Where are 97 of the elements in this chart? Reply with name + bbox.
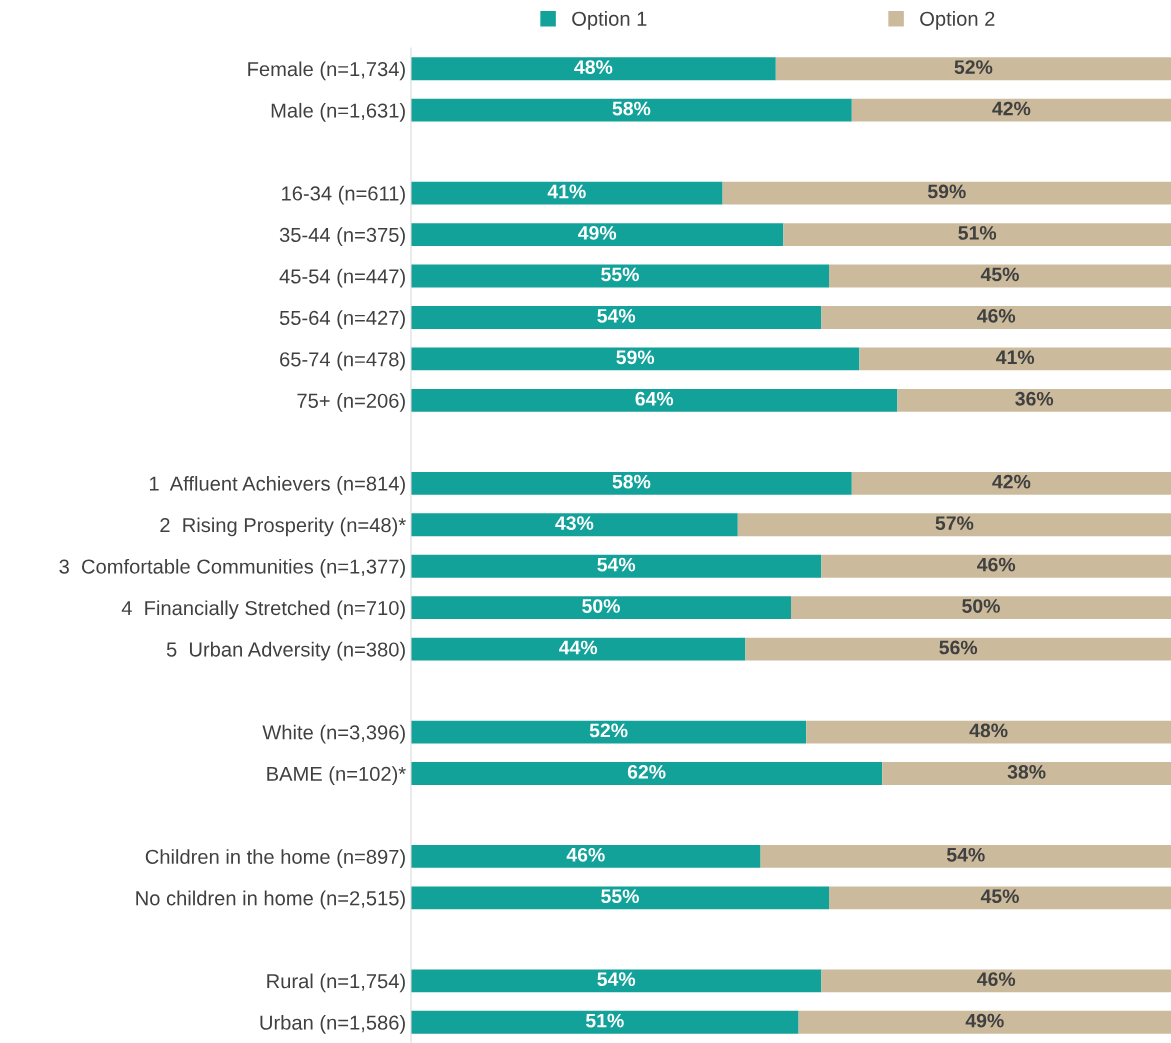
data-label: 42% (992, 474, 1031, 489)
data-label: 62% (627, 764, 666, 779)
bar (411, 513, 738, 537)
data-label: 56% (939, 640, 978, 655)
y-tick-label: 2 Rising Prosperity (n=48)* (160, 517, 406, 537)
data-label: 51% (958, 226, 997, 240)
bar (411, 181, 723, 205)
bar (411, 720, 807, 744)
bar (745, 637, 1171, 661)
data-label: 64% (635, 391, 674, 406)
y-tick-label: No children in home (n=2,515) (136, 890, 405, 910)
bar (411, 264, 829, 288)
data-label: 51% (585, 1013, 624, 1028)
y-tick-label: 35-44 (n=375) (279, 227, 405, 247)
bar (411, 306, 822, 329)
bar (411, 98, 852, 122)
y-tick-label: 65-74 (n=478) (280, 351, 405, 371)
bar (722, 181, 1171, 205)
data-label: 46% (566, 847, 605, 862)
y-tick-label: 4 Financially Stretched (n=710) (121, 600, 405, 620)
bar (806, 720, 1171, 744)
bar (411, 223, 784, 246)
data-label: 50% (962, 599, 1000, 613)
data-label: 52% (589, 723, 628, 738)
bar (411, 845, 761, 868)
data-label: 42% (992, 101, 1031, 116)
legend-label: Option 1 (572, 11, 647, 30)
data-label: 54% (946, 847, 985, 862)
bar (411, 762, 883, 785)
y-tick-label: BAME (n=102)* (267, 766, 406, 785)
y-tick-label: Children in the home (n=897) (145, 849, 405, 868)
bar (851, 471, 1171, 495)
bar (411, 596, 791, 620)
y-tick-label: Female (n=1,734) (248, 61, 405, 81)
y-tick-label: 5 Urban Adversity (n=380) (166, 641, 405, 661)
data-label: 36% (1015, 391, 1054, 406)
data-label: 54% (597, 557, 636, 572)
y-tick-label: Rural (n=1,754) (267, 973, 405, 993)
bar (798, 1010, 1171, 1034)
data-label: 58% (612, 474, 651, 489)
bar (859, 347, 1171, 371)
y-tick-label: Urban (n=1,586) (260, 1014, 405, 1034)
y-tick-label: 75+ (n=206) (297, 393, 405, 412)
data-label: 44% (559, 640, 598, 655)
data-label: 48% (574, 60, 613, 74)
y-tick-label: Male (n=1,631) (271, 102, 405, 122)
data-label: 46% (977, 557, 1016, 572)
y-tick-label: 3 Comfortable Communities (n=1,377) (59, 558, 405, 578)
bar (829, 264, 1171, 288)
data-label: 58% (612, 101, 651, 116)
data-label: 38% (1007, 764, 1046, 779)
data-label: 45% (980, 267, 1019, 282)
bar (411, 637, 746, 661)
y-tick-label: White (n=3,396) (262, 724, 405, 744)
data-label: 50% (582, 599, 620, 613)
data-label: 41% (996, 350, 1035, 365)
bar (737, 513, 1171, 537)
y-tick-label: 1 Affluent Achievers (n=814) (149, 476, 405, 495)
bar (411, 388, 898, 412)
y-tick-label: 16-34 (n=611) (282, 185, 405, 205)
bar (821, 554, 1171, 578)
bar (775, 57, 1171, 81)
bar (791, 596, 1171, 620)
bar (411, 471, 852, 495)
bar (411, 554, 822, 578)
data-label: 57% (935, 516, 974, 530)
y-tick-label: 45-54 (n=447) (279, 268, 405, 288)
data-label: 48% (969, 723, 1008, 738)
bar (411, 1010, 799, 1034)
data-label: 59% (616, 350, 655, 365)
bar (821, 969, 1171, 993)
bar (783, 223, 1171, 246)
bar (411, 347, 860, 371)
data-label: 49% (965, 1013, 1004, 1028)
data-label: 41% (547, 184, 586, 199)
bar (897, 388, 1171, 412)
bar (760, 845, 1171, 868)
data-label: 54% (597, 972, 636, 987)
data-label: 46% (977, 972, 1016, 987)
data-label: 59% (927, 184, 966, 199)
data-label: 52% (954, 60, 993, 74)
data-label: 43% (555, 516, 594, 531)
bar (411, 969, 822, 993)
bar (821, 306, 1171, 329)
bar (829, 886, 1171, 910)
data-label: 54% (597, 308, 636, 323)
data-label: 55% (601, 889, 639, 904)
data-label: 46% (977, 308, 1016, 323)
bar (882, 762, 1171, 785)
bar (851, 98, 1171, 122)
data-label: 45% (980, 889, 1019, 904)
y-tick-label: 55-64 (n=427) (279, 310, 405, 329)
data-label: 49% (578, 226, 617, 240)
legend-label: Option 2 (920, 11, 995, 30)
data-label: 55% (601, 267, 639, 282)
bar (411, 57, 776, 81)
bar (411, 886, 829, 910)
